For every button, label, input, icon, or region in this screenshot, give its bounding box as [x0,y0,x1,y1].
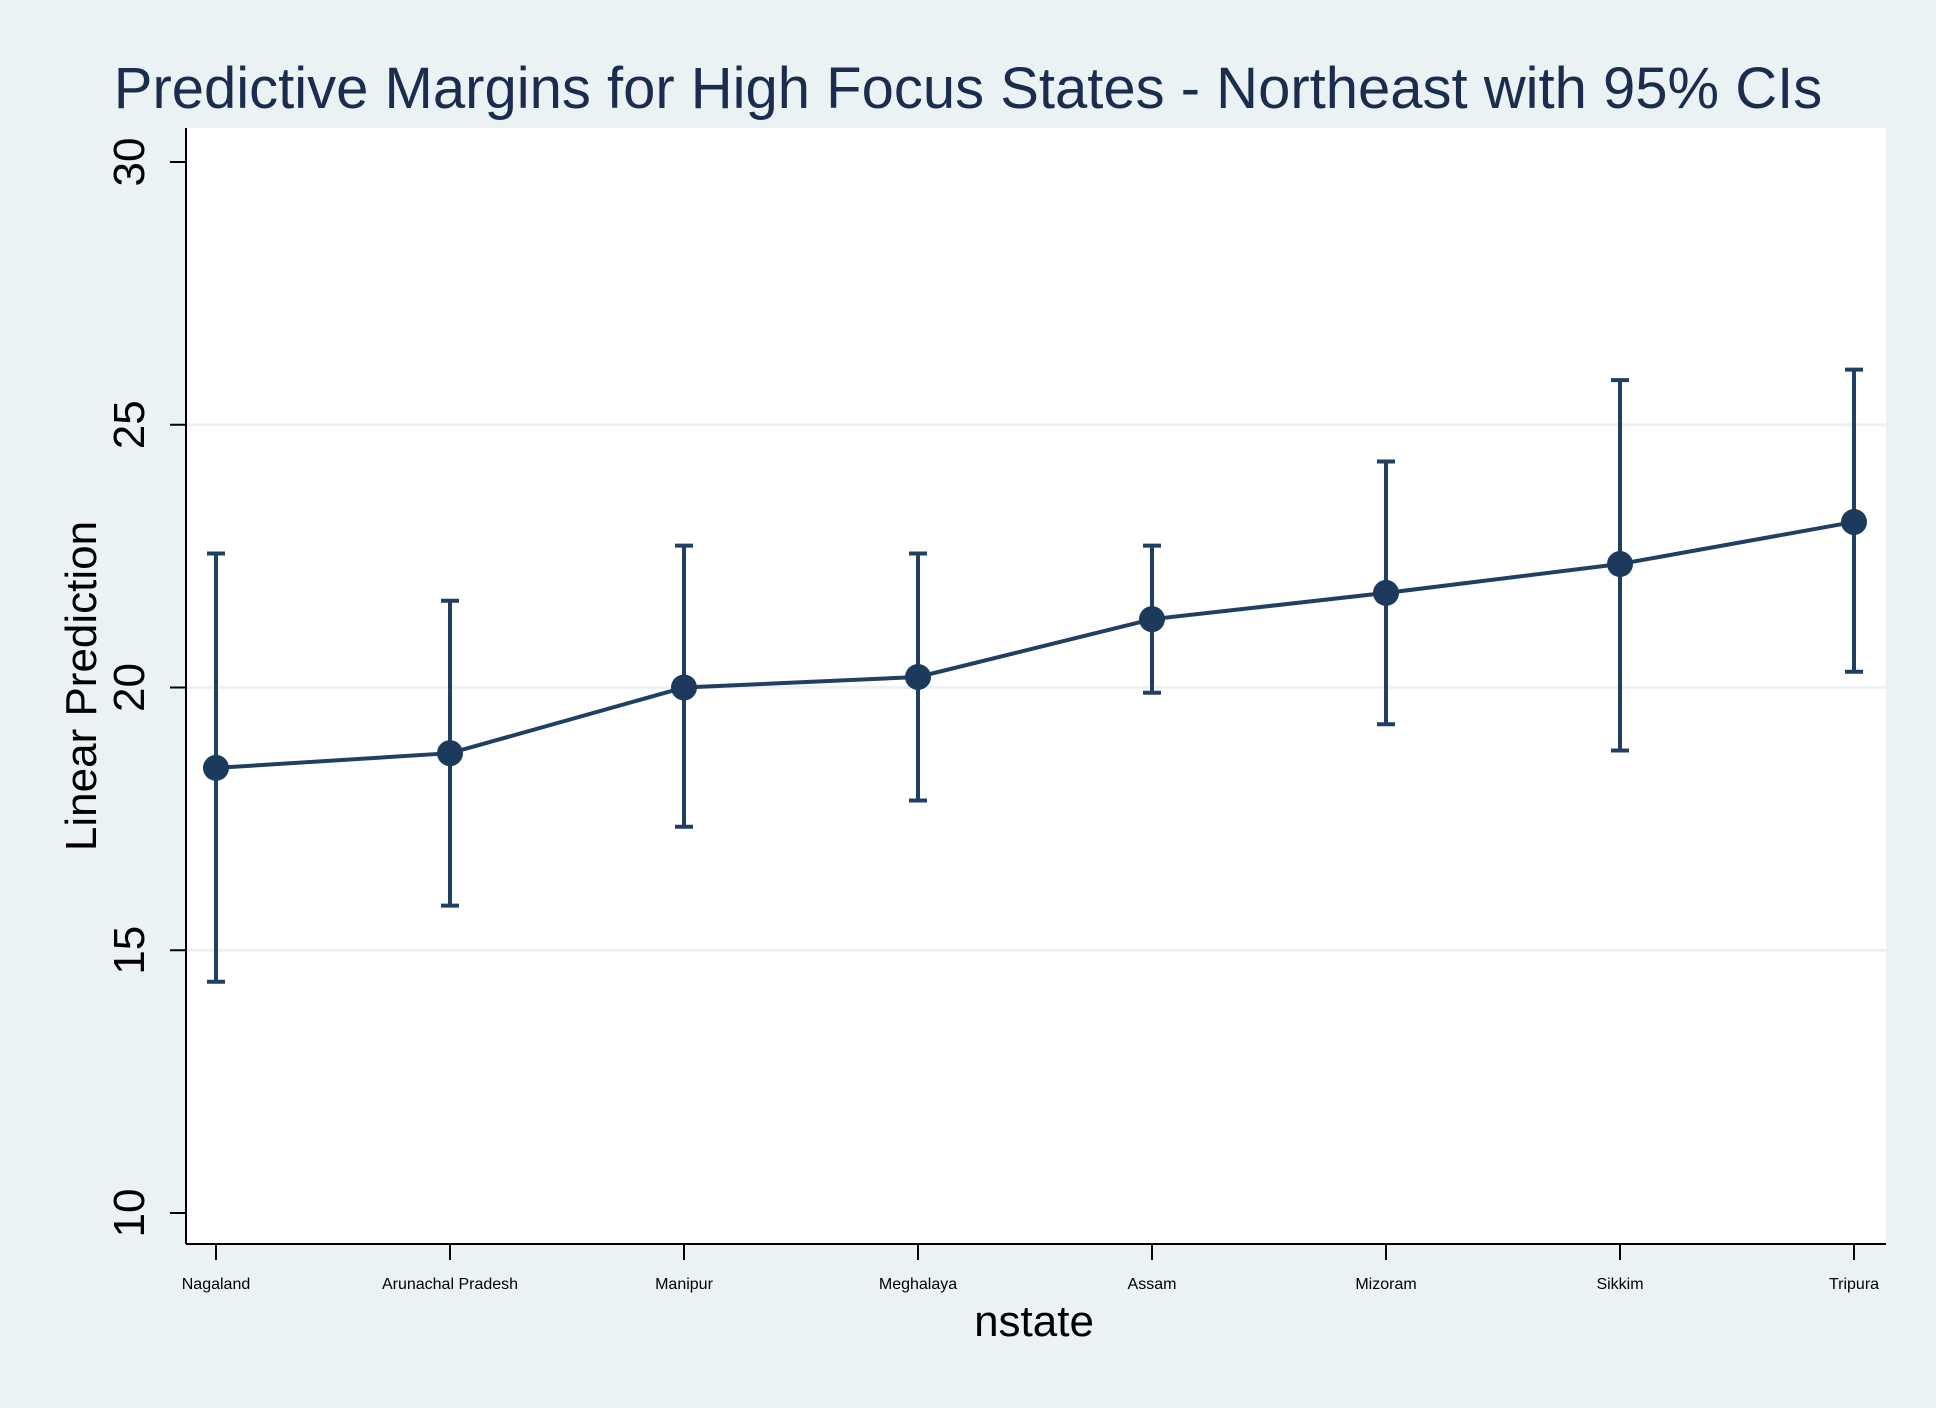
y-tick-label-10: 10 [105,1189,154,1238]
x-tick-label-4: Assam [1128,1276,1177,1293]
gridlines [186,423,1886,952]
data-point-1 [437,740,463,767]
data-point-2 [671,674,697,701]
data-point-6 [1607,551,1633,578]
data-point-7 [1841,508,1867,535]
x-tick-label-3: Meghalaya [879,1276,957,1293]
y-tick-label-20: 20 [105,663,154,712]
y-tick-label-30: 30 [105,138,154,187]
x-tick-label-2: Manipur [655,1276,713,1293]
x-axis-title: nstate [974,1297,1094,1346]
chart-title: Predictive Margins for High Focus States… [114,56,1822,121]
y-tick-label-25: 25 [105,400,154,449]
x-tick-label-7: Tripura [1829,1276,1879,1293]
x-ticks: Nagaland Arunachal Pradesh Manipur Meghalay… [182,1244,1879,1293]
y-ticks: 10 15 20 25 30 [105,138,186,1238]
series-line [215,519,1855,770]
x-tick-label-0: Nagaland [182,1276,251,1293]
data-point-4 [1139,606,1165,633]
x-tick-label-1: Arunachal Pradesh [382,1276,518,1293]
data-point-0 [203,754,229,781]
data-point-5 [1373,579,1399,606]
y-axis-title: Linear Prediction [57,521,106,851]
x-tick-label-6: Sikkim [1596,1276,1643,1293]
y-tick-label-15: 15 [105,926,154,975]
data-point-3 [905,663,931,690]
x-tick-label-5: Mizoram [1355,1276,1416,1293]
data-points [203,508,1867,781]
